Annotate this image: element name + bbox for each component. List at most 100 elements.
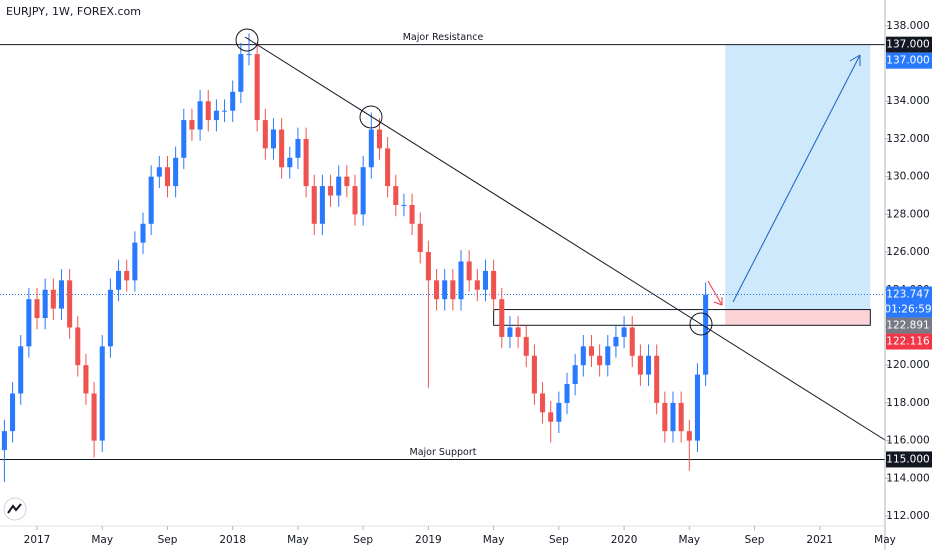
candle-body [352,186,358,215]
candle-body [646,355,652,375]
candle-body [58,280,65,309]
candle-body [1,431,7,451]
candle-body [670,402,676,432]
candle-body [303,138,309,187]
candle-body [116,270,122,290]
candle-body [173,157,179,187]
y-tick-label: 126.000 [886,246,929,258]
y-tick-label: 130.000 [886,171,929,183]
target-label: 137.000 [886,55,929,67]
y-tick-label: 112.000 [886,510,929,522]
price-mark-label: 122.891 [886,320,929,332]
trend-line [244,36,886,441]
candle-body [597,355,603,366]
candle-body [401,204,407,206]
candle-body [703,294,709,375]
x-tick-label: May [874,534,896,546]
countdown-label: 01:26:59 [884,304,931,316]
candle-body [360,167,366,215]
candle-body [10,393,16,432]
last-price-label-bg [886,286,932,303]
y-tick-label: 128.000 [886,208,929,220]
candle-body [605,346,611,366]
candle-body [629,327,635,356]
candle-body [18,346,24,394]
candle-body [540,393,546,413]
candle-body [621,327,627,337]
price-mark-label-bg [886,317,932,334]
x-tick-label: May [483,534,505,546]
candle-body [678,402,684,432]
level-name: Major Support [410,447,477,458]
y-tick-label: 116.000 [886,435,929,447]
candle-body [499,299,505,337]
candle-body [67,280,73,328]
candle-body [491,270,497,300]
candle-body [425,252,431,281]
candle-body [319,186,325,224]
candle-body [662,402,668,432]
chart-title: EURJPY, 1W, FOREX.com [6,5,141,18]
y-tick-label: 134.000 [886,95,929,107]
candle-body [295,138,301,158]
candle-body [515,327,521,337]
candle-body [189,120,195,130]
candle-body [580,346,586,366]
target-arrow [732,54,861,303]
candle-body [434,280,440,300]
x-tick-label: Sep [158,534,178,546]
level-label-bg [886,451,932,468]
x-tick-label: 2021 [806,534,833,546]
x-tick-label: 2018 [219,534,246,546]
candle-body [213,110,219,121]
candle-body [181,120,187,158]
candle-body [50,289,56,309]
x-tick-label: May [678,534,700,546]
candle-body [482,270,488,290]
y-tick-label: 138.000 [886,20,929,32]
x-tick-label: Sep [745,534,765,546]
y-tick-label: 118.000 [886,397,929,409]
logo [3,497,27,521]
x-tick-label: 2019 [415,534,442,546]
candle-body [556,402,562,422]
candle-body [42,289,48,319]
candle-body [458,261,464,300]
candle-body [654,355,660,403]
candle-body [442,280,448,300]
candle-body [279,129,285,168]
candle-body [523,336,529,356]
candle-body [572,365,578,385]
candle-body [254,54,260,121]
x-tick-label: 2017 [24,534,51,546]
candle-body [417,223,423,253]
highlight-circle [359,105,383,129]
candle-body [91,393,97,441]
price-mark-label-bg [886,333,932,350]
candle-body [344,176,350,187]
candle-body [686,431,692,441]
candle-body [124,270,130,281]
candle-body [588,346,594,356]
candle-body [507,327,513,337]
candle-body [450,280,456,300]
candle-body [613,336,619,347]
candle-body [328,186,334,196]
y-tick-label: 132.000 [886,133,929,145]
price-mark-label: 122.116 [886,336,930,348]
candle-body [107,289,113,347]
candle-body [385,148,391,187]
candle-body [99,346,105,441]
retest-arrowhead [713,297,723,306]
candle-body [548,412,554,422]
level-label: 115.000 [886,453,929,465]
candle-body [238,54,244,92]
x-tick-label: Sep [549,534,569,546]
candle-body [336,176,342,196]
highlight-circle [689,312,713,336]
candle-body [34,299,40,319]
candle-body [26,299,32,347]
candle-body [270,129,277,149]
